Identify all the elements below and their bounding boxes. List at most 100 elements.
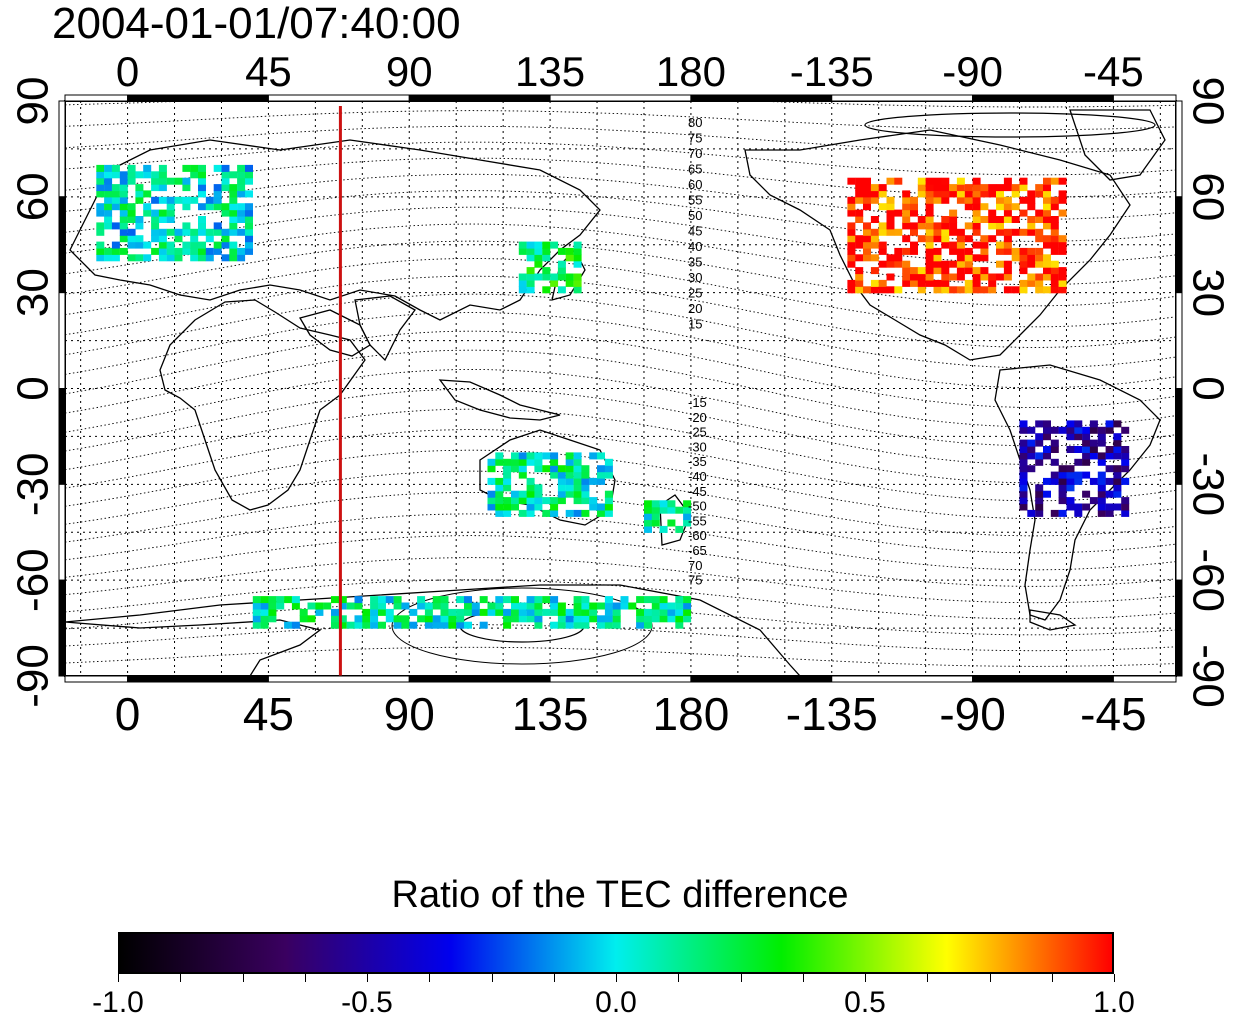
tec-cell <box>1027 439 1036 447</box>
tec-cell <box>565 615 574 623</box>
tec-cell <box>205 203 214 211</box>
tec-cell <box>644 519 652 527</box>
tec-cell <box>1019 465 1028 473</box>
tec-cell <box>597 465 605 473</box>
tec-cell <box>1121 477 1130 485</box>
tec-cell <box>518 241 527 249</box>
tec-cell <box>1089 439 1098 447</box>
tec-cell <box>1027 196 1036 204</box>
tec-cell <box>573 247 582 255</box>
tec-cell <box>550 596 559 604</box>
tec-cell <box>894 254 903 262</box>
tec-cell <box>534 608 543 616</box>
tec-cell <box>604 490 613 498</box>
tec-cell <box>667 500 676 508</box>
tec-cell <box>526 602 535 610</box>
tec-cell <box>597 471 605 479</box>
left-lat-tick-label: 60 <box>9 172 58 221</box>
tec-cell <box>166 216 175 223</box>
tec-cell <box>1035 260 1044 268</box>
tec-cell <box>252 608 261 616</box>
tec-cell <box>135 241 144 249</box>
tec-cell <box>1027 452 1036 460</box>
tec-cell <box>855 184 864 192</box>
tec-cell <box>104 203 113 211</box>
tec-cell <box>1097 503 1106 511</box>
tec-cell <box>495 602 504 610</box>
tec-cell <box>847 247 856 255</box>
dip-contour-label: 25 <box>688 286 702 301</box>
tec-cell <box>96 247 105 255</box>
colorbar-tick-label: 0.0 <box>595 986 637 1019</box>
tec-cell <box>589 602 598 610</box>
tec-cell <box>972 279 981 287</box>
tec-cell <box>331 615 339 623</box>
right-frame-segment <box>1175 292 1183 389</box>
tec-cell <box>198 164 206 172</box>
tec-cell <box>487 497 496 505</box>
colorbar-tick <box>678 974 680 982</box>
tec-cell <box>964 286 973 294</box>
tec-cell <box>1035 420 1044 428</box>
tec-cell <box>190 228 199 236</box>
tec-cell <box>229 171 238 179</box>
tec-cell <box>855 190 864 198</box>
tec-cell <box>1019 484 1028 492</box>
tec-cell <box>1035 484 1044 492</box>
tec-cell <box>589 503 598 511</box>
bottom-frame-segment <box>64 675 129 683</box>
tec-cell <box>675 525 684 533</box>
tec-cell <box>910 279 918 287</box>
colorbar-tick <box>802 974 804 982</box>
tec-cell <box>534 596 543 604</box>
tec-cell <box>1019 439 1028 447</box>
tec-cell <box>1074 471 1083 479</box>
tec-cell <box>573 241 582 249</box>
tec-cell <box>268 615 277 623</box>
tec-cell <box>925 190 934 198</box>
tec-cell <box>245 164 253 172</box>
tec-cell <box>1043 433 1051 441</box>
bottom-lon-tick-label: -90 <box>939 688 1005 740</box>
tec-cell <box>1097 509 1106 517</box>
tec-cell <box>534 484 543 492</box>
tec-cell <box>542 497 551 505</box>
tec-cell <box>863 247 871 255</box>
tec-cell <box>1074 433 1083 441</box>
tec-cell <box>213 184 222 192</box>
tec-cell <box>870 286 879 294</box>
tec-cell <box>886 228 895 236</box>
tec-cell <box>424 602 433 610</box>
tec-cell <box>143 203 152 211</box>
tec-cell <box>1058 286 1067 294</box>
tec-cell <box>495 458 504 466</box>
tec-cell <box>158 196 167 204</box>
tec-cell <box>1113 439 1122 447</box>
tec-cell <box>1019 286 1028 294</box>
tec-cell <box>956 260 965 268</box>
tec-cell <box>949 247 958 255</box>
tec-cell <box>683 513 692 521</box>
tec-cell <box>573 477 582 485</box>
tec-cell <box>1019 228 1028 236</box>
tec-cell <box>104 222 113 230</box>
tec-cell <box>925 247 934 255</box>
tec-cell <box>886 222 895 230</box>
tec-cell <box>659 506 668 514</box>
tec-cell <box>174 247 183 255</box>
tec-cell <box>847 203 856 211</box>
tec-cell <box>550 465 559 473</box>
tec-cell <box>581 490 590 498</box>
tec-cell <box>683 602 692 610</box>
tec-cell <box>956 228 965 236</box>
tec-cell <box>229 254 238 262</box>
tec-cell <box>190 171 199 179</box>
tec-cell <box>1019 177 1028 185</box>
tec-cell <box>557 286 566 294</box>
tec-cell <box>1035 458 1044 466</box>
tec-cell <box>307 615 316 623</box>
tec-cell <box>526 241 535 249</box>
tec-cell <box>526 452 535 460</box>
top-lon-tick-label: -45 <box>1083 48 1144 95</box>
tec-cell <box>151 209 160 217</box>
